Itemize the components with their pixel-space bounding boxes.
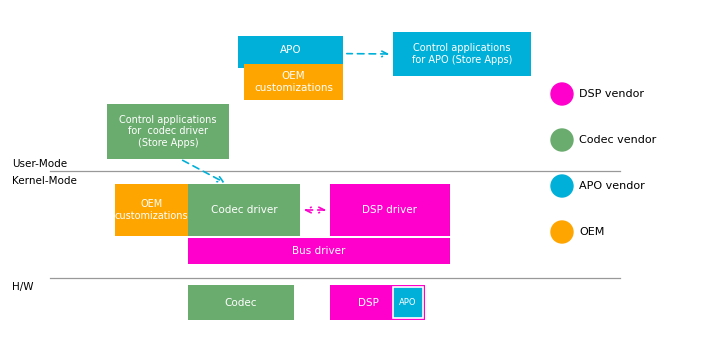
Text: Codec: Codec <box>225 297 257 308</box>
Text: APO: APO <box>280 45 302 55</box>
Text: Kernel-Mode: Kernel-Mode <box>12 176 77 186</box>
FancyBboxPatch shape <box>188 285 294 320</box>
Text: Bus driver: Bus driver <box>292 246 345 256</box>
FancyBboxPatch shape <box>107 104 229 159</box>
FancyBboxPatch shape <box>393 287 423 318</box>
Circle shape <box>551 129 573 151</box>
Text: DSP vendor: DSP vendor <box>579 89 644 99</box>
Text: OEM
customizations: OEM customizations <box>254 71 333 93</box>
FancyBboxPatch shape <box>244 64 343 100</box>
Text: H/W: H/W <box>12 282 34 292</box>
FancyBboxPatch shape <box>238 36 343 68</box>
FancyBboxPatch shape <box>115 184 188 236</box>
Circle shape <box>551 83 573 105</box>
Text: APO vendor: APO vendor <box>579 181 645 191</box>
FancyBboxPatch shape <box>330 285 425 320</box>
Text: OEM
customizations: OEM customizations <box>115 199 188 221</box>
Text: User-Mode: User-Mode <box>12 159 67 169</box>
FancyBboxPatch shape <box>393 32 531 76</box>
Text: DSP: DSP <box>358 297 378 308</box>
Text: Control applications
for APO (Store Apps): Control applications for APO (Store Apps… <box>412 43 512 65</box>
FancyBboxPatch shape <box>188 184 300 236</box>
Text: Codec vendor: Codec vendor <box>579 135 656 145</box>
FancyBboxPatch shape <box>330 184 450 236</box>
Text: OEM: OEM <box>579 227 605 237</box>
Text: Control applications
for  codec driver
(Store Apps): Control applications for codec driver (S… <box>119 115 217 148</box>
Circle shape <box>551 221 573 243</box>
Text: DSP driver: DSP driver <box>363 205 417 215</box>
Circle shape <box>551 175 573 197</box>
FancyBboxPatch shape <box>188 238 450 264</box>
Text: Codec driver: Codec driver <box>210 205 277 215</box>
Text: APO: APO <box>399 298 416 307</box>
